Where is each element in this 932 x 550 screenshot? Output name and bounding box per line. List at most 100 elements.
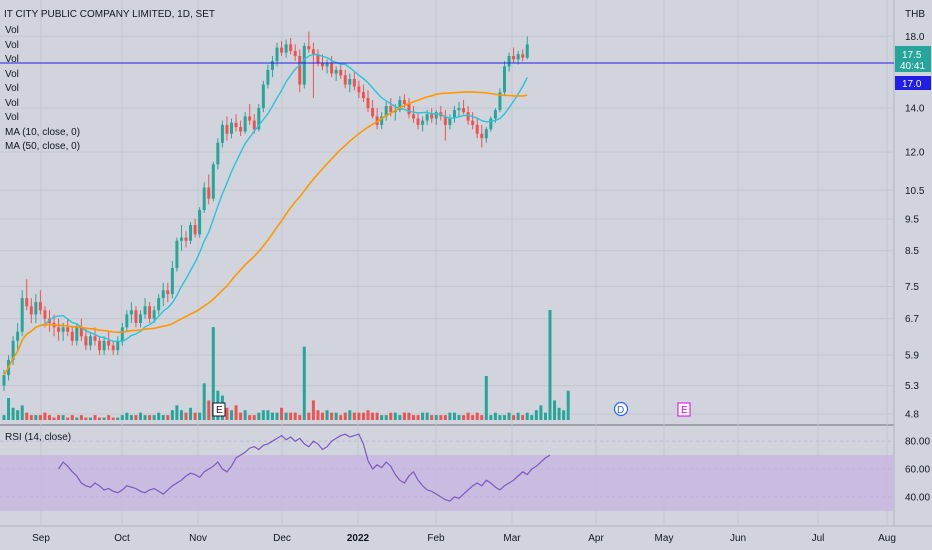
- price-tick-label: 6.7: [905, 314, 919, 325]
- legend-ma10[interactable]: MA (10, close, 0): [5, 127, 80, 138]
- legend-ma50[interactable]: MA (50, close, 0): [5, 141, 80, 152]
- candle-body: [389, 106, 393, 113]
- price-tick-label: 4.8: [905, 409, 919, 420]
- candle-body: [129, 310, 133, 315]
- volume-bar: [389, 412, 393, 420]
- rsi-line: [58, 433, 551, 502]
- volume-bar: [98, 417, 102, 420]
- candle-body: [371, 108, 375, 117]
- volume-bar: [334, 412, 338, 420]
- candle-body: [489, 118, 493, 130]
- candle-body: [225, 124, 229, 134]
- volume-bar: [557, 407, 561, 420]
- event-marker-label: D: [617, 405, 624, 416]
- legend-line[interactable]: Vol: [5, 54, 19, 65]
- time-tick-label: Feb: [427, 533, 445, 544]
- time-tick-label: Jun: [730, 533, 746, 544]
- volume-bar: [179, 410, 183, 420]
- volume-bar: [193, 412, 197, 420]
- candle-body: [516, 54, 520, 60]
- volume-bar: [243, 410, 247, 420]
- candle-body: [307, 45, 311, 50]
- candle-body: [230, 122, 233, 134]
- volume-bar: [84, 417, 88, 420]
- candle-body: [339, 69, 343, 76]
- volume-bar: [548, 310, 552, 420]
- candle-body: [57, 327, 61, 332]
- rsi-tick-label: 80.00: [905, 437, 930, 448]
- rsi-layer: [0, 433, 894, 511]
- volume-bar: [302, 346, 306, 420]
- legend-line[interactable]: Vol: [5, 69, 19, 80]
- candle-body: [170, 268, 174, 295]
- candle-body: [84, 336, 88, 346]
- volume-bar: [348, 410, 352, 420]
- price-tick-label: 5.3: [905, 381, 919, 392]
- volume-bar: [521, 415, 525, 420]
- candle-body: [202, 187, 206, 211]
- price-tick-label: 10.5: [905, 186, 925, 197]
- legend-line[interactable]: Vol: [5, 112, 19, 123]
- volume-bar: [439, 415, 443, 420]
- candle-body: [357, 86, 361, 93]
- candle-body: [116, 340, 120, 351]
- volume-bar: [425, 412, 429, 420]
- candle-layer: [2, 31, 529, 392]
- candle-body: [88, 336, 92, 346]
- volume-bar: [88, 417, 92, 420]
- volume-bar: [457, 415, 461, 420]
- price-tick-label: 9.5: [905, 214, 919, 225]
- legend-line[interactable]: Vol: [5, 98, 19, 109]
- ma10-line: [3, 53, 528, 376]
- candle-body: [280, 47, 284, 53]
- candle-body: [134, 310, 138, 323]
- candle-body: [434, 112, 438, 119]
- candle-body: [175, 240, 179, 269]
- candle-body: [462, 108, 466, 113]
- time-tick-label: Oct: [114, 533, 130, 544]
- legend-line[interactable]: Vol: [5, 40, 19, 51]
- last-price-tag: 17.5 40:41: [895, 46, 931, 72]
- candle-body: [252, 120, 256, 130]
- candle-body: [2, 375, 6, 386]
- time-tick-label: 2022: [347, 533, 370, 544]
- volume-bar: [443, 415, 447, 420]
- event-marker-earnings-2[interactable]: E: [677, 402, 691, 417]
- legend-line[interactable]: Vol: [5, 25, 19, 36]
- volume-bar: [343, 412, 347, 420]
- candle-body: [111, 345, 115, 351]
- candle-body: [179, 237, 183, 241]
- candle-body: [107, 340, 111, 346]
- candle-body: [471, 120, 475, 125]
- candle-body: [512, 55, 516, 60]
- volume-bar: [284, 412, 288, 420]
- candle-body: [216, 142, 220, 165]
- price-axis-bg[interactable]: [894, 0, 932, 550]
- price-tick-label: 12.0: [905, 148, 925, 159]
- axis-layer: 18.0 14.0 12.0 10.5 9.5 8.5 7.5 6.7 5.9 5.3 4.8 Sep…: [32, 32, 930, 544]
- volume-layer: [2, 310, 570, 420]
- event-marker-dividend[interactable]: D: [613, 401, 629, 417]
- candle-body: [198, 210, 202, 235]
- candle-body: [248, 116, 252, 121]
- candle-body: [457, 108, 461, 111]
- legend-line[interactable]: Vol: [5, 83, 19, 94]
- volume-bar: [143, 415, 147, 420]
- candle-body: [334, 69, 338, 74]
- volume-bar: [525, 412, 529, 420]
- candle-body: [257, 108, 261, 130]
- candle-body: [16, 331, 20, 341]
- time-tick-label: Sep: [32, 533, 50, 544]
- candle-body: [321, 62, 324, 67]
- chart-title: IT CITY PUBLIC COMPANY LIMITED, 1D, SET: [4, 9, 215, 20]
- volume-bar: [298, 415, 302, 420]
- rsi-label[interactable]: RSI (14, close): [5, 432, 71, 443]
- event-marker-earnings-1[interactable]: E: [212, 402, 226, 417]
- volume-bar: [275, 412, 279, 420]
- rsi-band: [0, 455, 894, 511]
- volume-bar: [339, 415, 343, 420]
- main-pane-bg: [0, 0, 894, 424]
- volume-bar: [480, 415, 484, 420]
- volume-bar: [380, 415, 384, 420]
